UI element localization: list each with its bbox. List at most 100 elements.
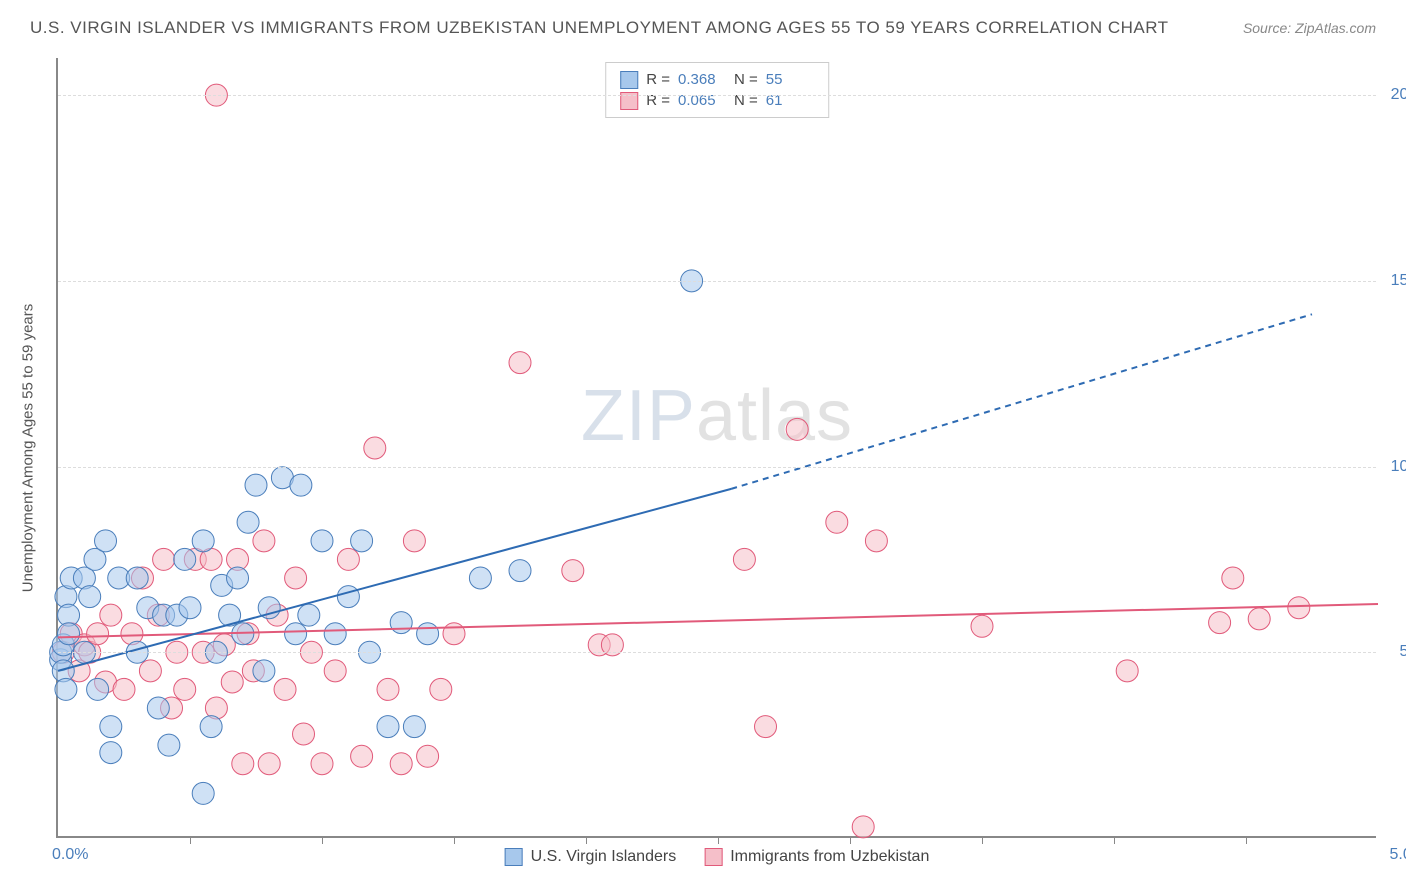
point-b <box>253 530 275 552</box>
swatch-series-a <box>620 71 638 89</box>
point-b <box>113 678 135 700</box>
r-label-b: R = <box>646 90 670 111</box>
stats-box: R = 0.368 N = 55 R = 0.065 N = 61 <box>605 62 829 118</box>
point-b <box>274 678 296 700</box>
point-a <box>147 697 169 719</box>
point-b <box>1116 660 1138 682</box>
point-a <box>55 678 77 700</box>
x-axis-right-label: 5.0% <box>1390 846 1406 864</box>
point-b <box>293 723 315 745</box>
point-a <box>58 623 80 645</box>
stats-row-b: R = 0.065 N = 61 <box>620 90 814 111</box>
chart-header: U.S. VIRGIN ISLANDER VS IMMIGRANTS FROM … <box>30 18 1376 38</box>
point-a <box>290 474 312 496</box>
point-b <box>826 511 848 533</box>
legend-swatch-b <box>704 848 722 866</box>
source-name: ZipAtlas.com <box>1295 20 1376 36</box>
point-b <box>377 678 399 700</box>
point-b <box>443 623 465 645</box>
n-value-a: 55 <box>766 69 814 90</box>
legend-swatch-a <box>505 848 523 866</box>
source-attribution: Source: ZipAtlas.com <box>1243 20 1376 36</box>
point-b <box>232 753 254 775</box>
x-tick <box>850 836 851 844</box>
point-b <box>1288 597 1310 619</box>
point-b <box>755 716 777 738</box>
trendline-b <box>58 604 1378 637</box>
point-a <box>403 716 425 738</box>
x-tick <box>1246 836 1247 844</box>
point-b <box>258 753 280 775</box>
source-prefix: Source: <box>1243 20 1295 36</box>
bottom-legend: U.S. Virgin Islanders Immigrants from Uz… <box>505 848 930 866</box>
gridline <box>58 467 1376 468</box>
stats-row-a: R = 0.368 N = 55 <box>620 69 814 90</box>
point-a <box>390 612 412 634</box>
point-b <box>174 678 196 700</box>
point-a <box>469 567 491 589</box>
point-b <box>311 753 333 775</box>
x-tick <box>586 836 587 844</box>
x-tick <box>454 836 455 844</box>
point-a <box>100 742 122 764</box>
point-b <box>1248 608 1270 630</box>
point-b <box>221 671 243 693</box>
n-label-a: N = <box>734 69 758 90</box>
x-tick <box>718 836 719 844</box>
point-a <box>79 586 101 608</box>
scatter-svg <box>58 58 1376 836</box>
point-a <box>95 530 117 552</box>
gridline <box>58 95 1376 96</box>
chart-title: U.S. VIRGIN ISLANDER VS IMMIGRANTS FROM … <box>30 18 1169 38</box>
point-b <box>865 530 887 552</box>
x-tick <box>982 836 983 844</box>
point-b <box>733 548 755 570</box>
gridline <box>58 652 1376 653</box>
point-a <box>253 660 275 682</box>
point-a <box>158 734 180 756</box>
point-a <box>298 604 320 626</box>
y-axis-label: Unemployment Among Ages 55 to 59 years <box>20 304 37 593</box>
point-b <box>337 548 359 570</box>
y-tick-label: 20.0% <box>1391 86 1406 104</box>
trendline-a-solid <box>58 489 731 671</box>
point-b <box>285 567 307 589</box>
point-a <box>311 530 333 552</box>
legend-label-b: Immigrants from Uzbekistan <box>730 848 929 866</box>
plot-area: ZIPatlas R = 0.368 N = 55 R = 0.065 N = … <box>56 58 1376 838</box>
n-label-b: N = <box>734 90 758 111</box>
point-a <box>509 560 531 582</box>
x-tick <box>1114 836 1115 844</box>
plot-container: Unemployment Among Ages 55 to 59 years Z… <box>56 58 1376 838</box>
gridline <box>58 281 1376 282</box>
point-b <box>562 560 584 582</box>
y-tick-label: 10.0% <box>1391 458 1406 476</box>
point-b <box>403 530 425 552</box>
point-b <box>364 437 386 459</box>
point-a <box>100 716 122 738</box>
point-b <box>87 623 109 645</box>
point-a <box>200 716 222 738</box>
point-a <box>351 530 373 552</box>
point-b <box>786 418 808 440</box>
point-a <box>417 623 439 645</box>
r-label-a: R = <box>646 69 670 90</box>
legend-item-a: U.S. Virgin Islanders <box>505 848 677 866</box>
point-a <box>237 511 259 533</box>
point-a <box>174 548 196 570</box>
point-a <box>126 567 148 589</box>
point-b <box>390 753 412 775</box>
point-b <box>100 604 122 626</box>
y-tick-label: 15.0% <box>1391 272 1406 290</box>
y-tick-label: 5.0% <box>1400 643 1406 661</box>
point-a <box>337 586 359 608</box>
point-b <box>351 745 373 767</box>
point-b <box>971 615 993 637</box>
point-a <box>245 474 267 496</box>
x-axis-origin-label: 0.0% <box>52 846 88 864</box>
r-value-a: 0.368 <box>678 69 726 90</box>
x-tick <box>190 836 191 844</box>
point-b <box>852 816 874 838</box>
legend-item-b: Immigrants from Uzbekistan <box>704 848 929 866</box>
point-a <box>192 782 214 804</box>
